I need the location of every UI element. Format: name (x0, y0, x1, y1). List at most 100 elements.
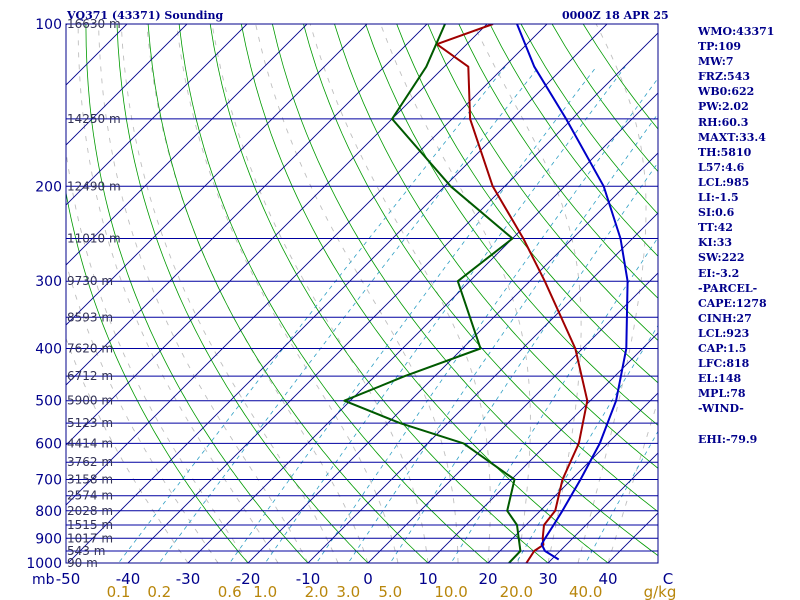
index-item: LCL:985 (698, 175, 750, 189)
index-item: PW:2.02 (698, 100, 749, 114)
pressure-tick-label: 400 (35, 342, 62, 358)
temperature-tick-label: C (663, 570, 673, 588)
temperature-tick-label: 20 (478, 570, 497, 588)
plot-area (66, 24, 658, 563)
height-label: 3762 m (67, 455, 113, 469)
dry-adiabat (178, 24, 489, 563)
mixing-ratio-label: 0.2 (147, 583, 171, 600)
isotherm-line (66, 24, 548, 506)
mixing-ratio-unit: g/kg (644, 583, 677, 600)
temperature-tick-label: -50 (56, 570, 81, 588)
index-item: TP:109 (698, 40, 742, 54)
dry-adiabat (427, 24, 658, 341)
isotherm-line (187, 92, 658, 563)
isobar-lines (66, 24, 658, 563)
index-item: CAP:1.5 (698, 341, 747, 355)
index-item: LI:-1.5 (698, 191, 739, 205)
height-label: 543 m (67, 544, 105, 558)
mixing-ratio-line (389, 161, 658, 563)
isotherm-line (66, 24, 428, 386)
height-label: 8593 m (67, 310, 113, 324)
dry-adiabat (365, 24, 658, 426)
isotherm-line (127, 32, 658, 563)
height-label: 5123 m (67, 416, 113, 430)
dry-adiabat (209, 24, 549, 563)
mixing-ratio-line (229, 66, 597, 563)
index-item: LCL:923 (698, 326, 750, 340)
temperature-tick-label: 40 (598, 570, 617, 588)
height-label: 7620 m (67, 342, 113, 356)
index-item: MW:7 (698, 55, 734, 69)
pressure-tick-label: 600 (35, 436, 62, 452)
index-item: WB0:622 (698, 85, 755, 99)
pressure-tick-label: 1000 (26, 556, 62, 572)
isotherm-line (487, 392, 658, 563)
index-item: EHI:-79.9 (698, 432, 758, 446)
index-item: WMO:43371 (698, 25, 775, 38)
index-item (698, 416, 774, 431)
isotherm-line (367, 272, 658, 563)
temperature-tick-label: -20 (236, 570, 261, 588)
pressure-tick-label: 200 (35, 179, 62, 195)
pressure-tick-label: 500 (35, 394, 62, 410)
height-label: 16630 m (67, 17, 121, 31)
mixing-ratio-label: 10.0 (434, 583, 467, 600)
mixing-ratio-line (264, 66, 626, 563)
index-item: CAPE:1278 (698, 296, 767, 310)
dewpoint-profile (343, 24, 522, 563)
temperature-tick-label: -30 (176, 570, 201, 588)
mixing-ratio-label: 5.0 (378, 583, 402, 600)
profile-lines (343, 24, 629, 563)
valid-time: 0000Z 18 APR 25 (562, 9, 669, 22)
dry-adiabat (85, 24, 309, 563)
mixing-ratio-line (450, 236, 658, 563)
mixing-ratio-label: 20.0 (500, 583, 533, 600)
pressure-tick-label: 300 (35, 274, 62, 290)
height-label: 4414 m (67, 436, 113, 450)
temperature-tick-label: 0 (363, 570, 373, 588)
index-item: TT:42 (698, 221, 733, 235)
plot-frame (65, 23, 659, 564)
dry-adiabat (489, 24, 658, 257)
mixing-ratio-line (118, 66, 506, 563)
isotherm-line (66, 24, 188, 146)
temperature-tick-label: -10 (296, 570, 321, 588)
index-item: TH:5810 (698, 145, 752, 159)
index-item: RH:60.3 (698, 115, 749, 129)
isotherm-line (427, 332, 658, 563)
height-label: 1515 m (67, 518, 113, 532)
mixing-ratio-label: 0.6 (218, 583, 242, 600)
index-item: LFC:818 (698, 357, 750, 371)
mixing-ratio-line (585, 430, 658, 563)
mixing-ratio-label: 0.1 (107, 583, 131, 600)
pressure-tick-label: 800 (35, 504, 62, 520)
height-label: 90 m (67, 556, 98, 570)
isotherm-line (67, 24, 608, 563)
isotherm-line (247, 152, 658, 563)
isotherm-line (66, 24, 368, 326)
pressure-tick-label: 700 (35, 473, 62, 489)
index-item: MAXT:33.4 (698, 130, 766, 144)
sounding-indices-panel: WMO:43371 TP:109 MW:7 FRZ:543 WB0:622 PW:2.02… (698, 24, 774, 447)
dry-adiabat (66, 190, 249, 563)
height-label: 2574 m (67, 489, 113, 503)
pressure-unit-label: mb (32, 572, 55, 588)
index-item: MPL:78 (698, 387, 746, 401)
isotherm-line (547, 452, 658, 563)
index-item: EL:148 (698, 372, 742, 386)
dry-adiabat (147, 24, 429, 563)
isotherm-line (66, 24, 248, 206)
isotherm-line (307, 212, 658, 563)
temperature-tick-label: 30 (538, 570, 557, 588)
dry-adiabat (303, 24, 658, 513)
height-label: 9730 m (67, 274, 113, 288)
mixing-ratio-label: 1.0 (253, 583, 277, 600)
mixing-ratio-label: 40.0 (569, 583, 602, 600)
index-item: CINH:27 (698, 311, 752, 325)
dry-adiabat (272, 24, 658, 557)
height-label: 5900 m (67, 394, 113, 408)
dry-adiabat (458, 24, 658, 299)
height-label: 14250 m (67, 112, 121, 126)
